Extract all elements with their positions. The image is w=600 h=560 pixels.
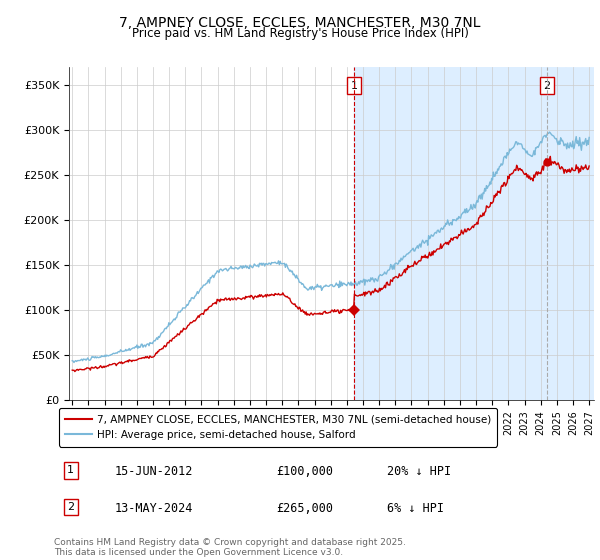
Text: 1: 1 [67,465,74,475]
Text: 20% ↓ HPI: 20% ↓ HPI [386,465,451,478]
Text: 7, AMPNEY CLOSE, ECCLES, MANCHESTER, M30 7NL: 7, AMPNEY CLOSE, ECCLES, MANCHESTER, M30… [119,16,481,30]
Bar [557,67,597,400]
Text: 2: 2 [543,81,550,91]
Text: 2: 2 [67,502,74,512]
Text: Contains HM Land Registry data © Crown copyright and database right 2025.
This d: Contains HM Land Registry data © Crown c… [54,538,406,557]
Bar [354,67,557,400]
Text: 6% ↓ HPI: 6% ↓ HPI [386,502,443,515]
Text: 15-JUN-2012: 15-JUN-2012 [115,465,193,478]
Legend: 7, AMPNEY CLOSE, ECCLES, MANCHESTER, M30 7NL (semi-detached house), HPI: Average: 7, AMPNEY CLOSE, ECCLES, MANCHESTER, M30… [59,408,497,446]
Text: Price paid vs. HM Land Registry's House Price Index (HPI): Price paid vs. HM Land Registry's House … [131,27,469,40]
Text: 1: 1 [351,81,358,91]
Text: £100,000: £100,000 [276,465,333,478]
Text: 13-MAY-2024: 13-MAY-2024 [115,502,193,515]
Text: £265,000: £265,000 [276,502,333,515]
